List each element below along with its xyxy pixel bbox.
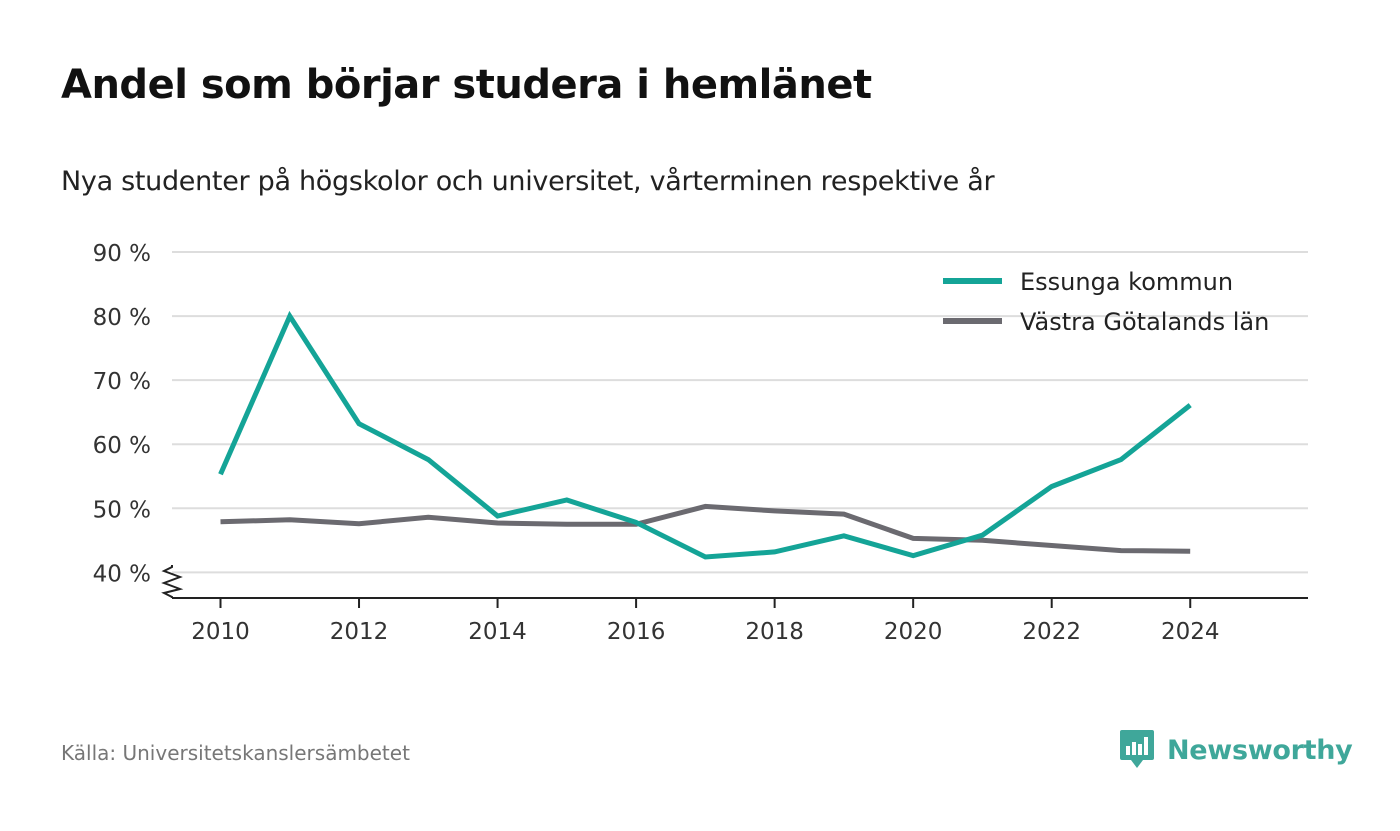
axes	[161, 565, 1308, 608]
legend-label: Västra Götalands län	[1020, 308, 1269, 336]
legend: Essunga kommun Västra Götalands län	[943, 268, 1269, 336]
x-tick-label: 2018	[745, 619, 804, 645]
source-note: Källa: Universitetskanslersämbetet	[61, 741, 410, 765]
chart-subtitle: Nya studenter på högskolor och universit…	[61, 166, 995, 197]
grid-lines	[172, 251, 1308, 574]
x-tick-label: 2024	[1161, 619, 1220, 645]
x-tick-label: 2020	[884, 619, 943, 645]
x-tick-label: 2012	[330, 619, 389, 645]
brand-name: Newsworthy	[1167, 734, 1353, 766]
series-lines	[218, 310, 1192, 560]
y-tick-label: 50 %	[93, 497, 151, 523]
series-line-1	[220, 503, 1191, 554]
newsworthy-brand[interactable]: Newsworthy	[1119, 728, 1353, 772]
x-tick-label: 2016	[607, 619, 666, 645]
newsworthy-logo-icon	[1120, 730, 1154, 768]
legend-label: Essunga kommun	[1020, 268, 1233, 296]
chart-title: Andel som börjar studera i hemlänet	[61, 62, 872, 108]
x-axis-labels: 2010 2012 2014 2016 2018 2020 2022 2024	[191, 619, 1219, 645]
y-tick-label: 80 %	[93, 305, 151, 331]
y-tick-label: 70 %	[93, 369, 151, 395]
x-tick-label: 2022	[1022, 619, 1081, 645]
series-line-0	[218, 310, 1192, 560]
y-tick-label: 60 %	[93, 433, 151, 459]
x-tick-label: 2010	[191, 619, 250, 645]
y-axis-break-icon	[161, 565, 184, 598]
x-tick-label: 2014	[468, 619, 527, 645]
y-tick-label: 90 %	[93, 241, 151, 267]
y-axis-labels: 40 % 50 % 60 % 70 % 80 % 90 %	[93, 241, 151, 587]
y-tick-label: 40 %	[93, 561, 151, 587]
